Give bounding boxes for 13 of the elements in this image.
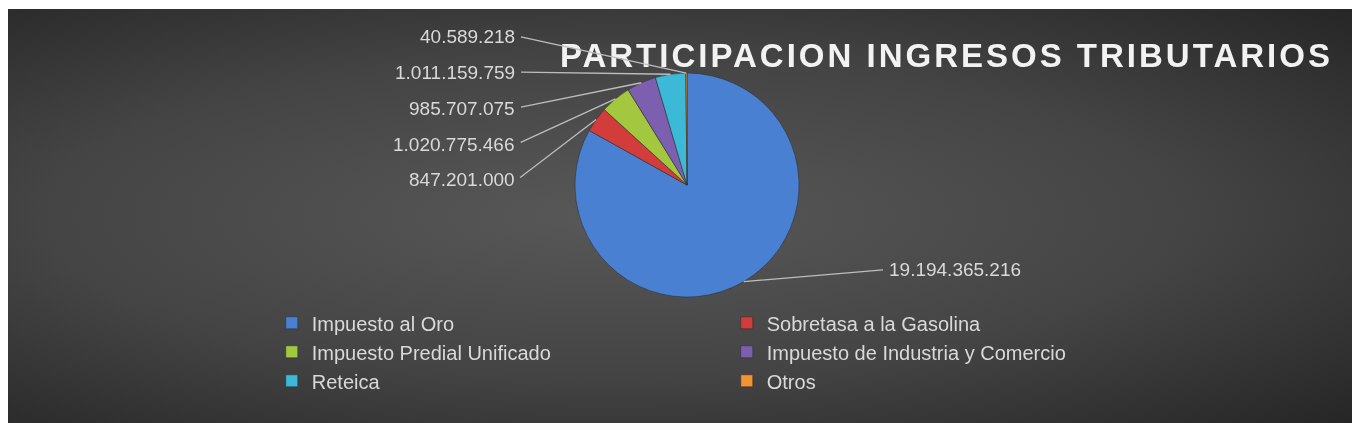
- legend-label: Reteica: [311, 370, 381, 393]
- data-label: 847.201.000: [409, 169, 515, 190]
- data-label: 40.589.218: [420, 26, 516, 47]
- data-label: 19.194.365.216: [889, 259, 1022, 280]
- data-label: 1.011.159.759: [395, 62, 516, 83]
- legend-label: Impuesto de Industria y Comercio: [766, 341, 1066, 364]
- legend-label: Impuesto Predial Unificado: [311, 341, 551, 364]
- legend-label: Impuesto al Oro: [311, 312, 455, 335]
- legend-label: Otros: [766, 370, 816, 393]
- pie-slice: [574, 72, 800, 298]
- legend-label: Sobretasa a la Gasolina: [766, 312, 982, 335]
- data-label: 985.707.075: [409, 98, 515, 119]
- data-label: 1.020.775.466: [393, 134, 515, 155]
